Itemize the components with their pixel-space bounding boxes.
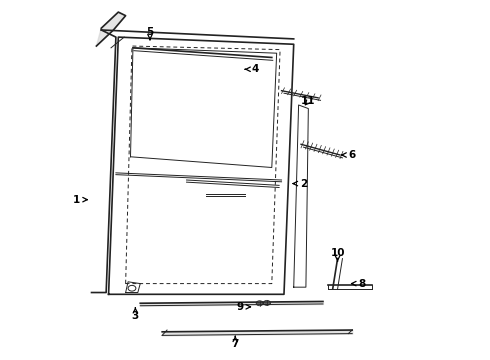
Text: 2: 2	[293, 179, 307, 189]
Text: 10: 10	[330, 248, 345, 261]
Polygon shape	[97, 12, 125, 46]
Text: 6: 6	[342, 150, 356, 160]
Text: 3: 3	[132, 308, 139, 321]
Text: 11: 11	[301, 96, 316, 107]
Text: 7: 7	[232, 337, 239, 349]
Text: 8: 8	[352, 279, 366, 289]
Text: 9: 9	[237, 302, 250, 312]
Text: 1: 1	[74, 195, 87, 204]
Text: 5: 5	[147, 27, 154, 40]
Text: 4: 4	[245, 64, 258, 74]
